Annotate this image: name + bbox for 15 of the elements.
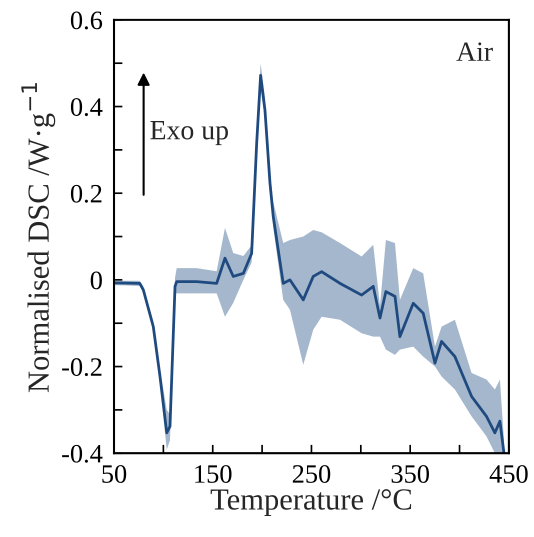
y-axis-title: Normalised DSC /W·g$^{−1}$ bbox=[21, 83, 56, 392]
annotation: Air bbox=[456, 42, 493, 61]
y-tick-label: 0 bbox=[90, 271, 102, 290]
x-tick-label: 350 bbox=[392, 465, 429, 483]
y-tick-label: 0.2 bbox=[70, 184, 102, 203]
x-tick-label: 50 bbox=[102, 465, 126, 483]
y-tick-label: -0.2 bbox=[62, 358, 102, 376]
x-tick-label: 250 bbox=[292, 465, 330, 483]
y-tick-label: 0.4 bbox=[70, 98, 102, 116]
annotation: Exo up bbox=[150, 121, 228, 146]
x-tick-label: 450 bbox=[490, 465, 528, 483]
x-axis-title: Temperature /°C bbox=[210, 489, 412, 516]
y-tick-label: 0.6 bbox=[70, 11, 102, 30]
x-tick-label: 150 bbox=[195, 465, 232, 483]
y-tick-label: -0.4 bbox=[62, 444, 102, 463]
